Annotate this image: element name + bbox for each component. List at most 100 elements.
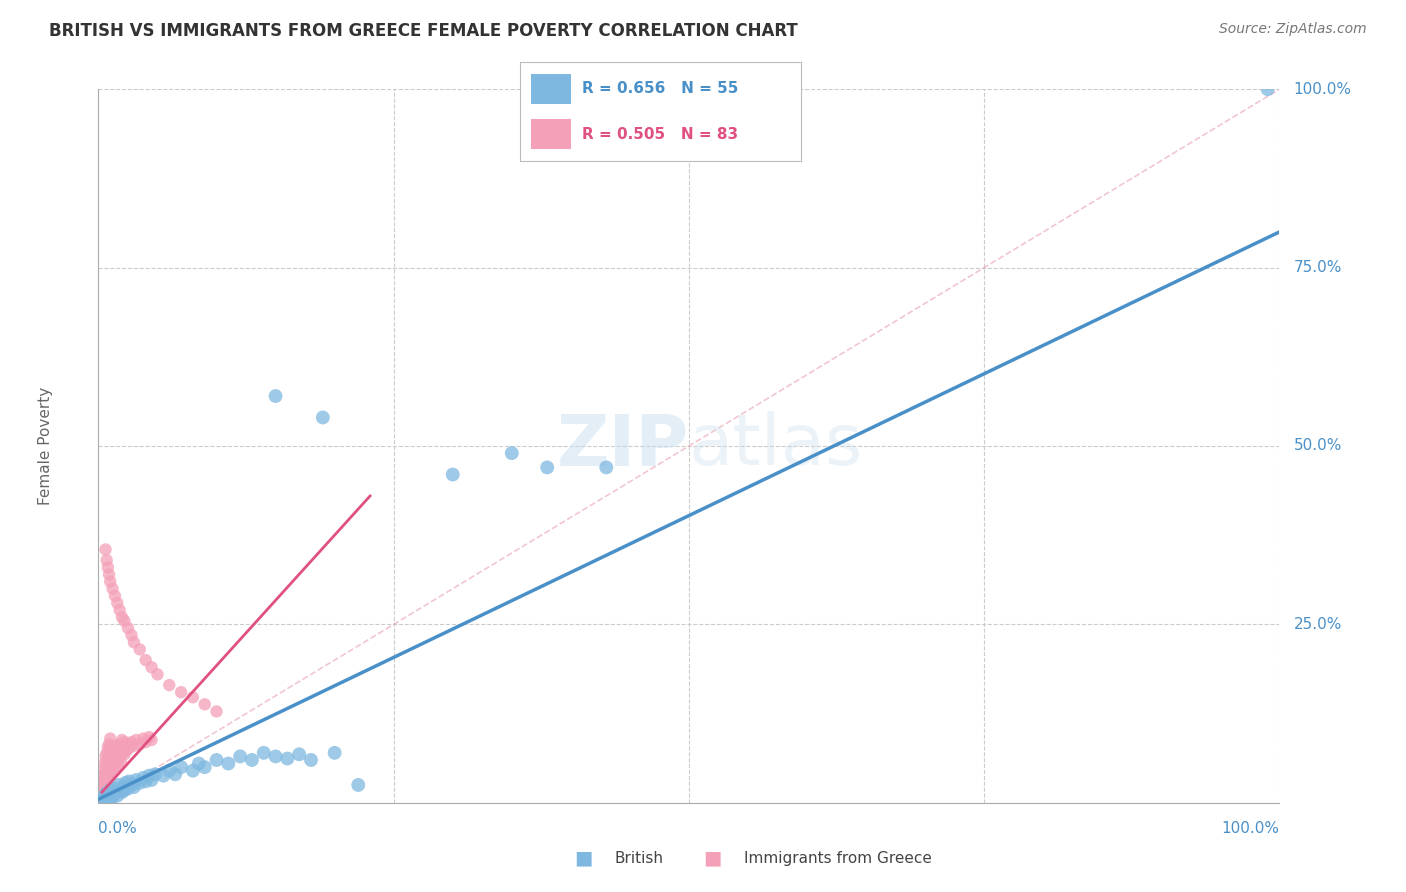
Point <box>97 753 120 767</box>
Text: ZIP: ZIP <box>557 411 689 481</box>
Point <box>111 746 134 760</box>
Point <box>112 742 135 756</box>
Point <box>91 792 114 806</box>
Point <box>101 739 124 753</box>
Point <box>96 746 118 760</box>
Point <box>107 778 129 792</box>
Point <box>98 574 121 589</box>
Point <box>91 776 114 790</box>
Point <box>90 783 112 797</box>
Point <box>501 446 523 460</box>
Point <box>120 740 142 755</box>
Point <box>101 582 124 596</box>
Point <box>101 751 124 765</box>
Point <box>96 756 118 771</box>
Point <box>104 589 127 603</box>
Point <box>114 744 136 758</box>
Point <box>98 731 121 746</box>
Point <box>135 774 157 789</box>
Point <box>103 787 125 801</box>
Point <box>101 765 124 780</box>
Point <box>170 760 193 774</box>
Point <box>229 749 252 764</box>
Point <box>93 765 115 780</box>
Point <box>105 755 128 769</box>
Point <box>93 756 115 771</box>
Point <box>94 762 117 776</box>
Point <box>128 737 150 751</box>
Point <box>181 764 204 778</box>
Point <box>96 771 118 785</box>
Point <box>100 760 122 774</box>
Point <box>111 785 134 799</box>
Point <box>138 769 160 783</box>
Point <box>132 771 155 785</box>
Point <box>93 778 115 792</box>
Point <box>107 740 129 755</box>
Text: 50.0%: 50.0% <box>1294 439 1341 453</box>
Text: 100.0%: 100.0% <box>1294 82 1351 96</box>
Point <box>157 678 180 692</box>
Point <box>112 614 135 628</box>
Point <box>117 781 139 796</box>
Text: 75.0%: 75.0% <box>1294 260 1341 275</box>
Point <box>128 776 150 790</box>
Point <box>98 737 121 751</box>
Point <box>264 389 287 403</box>
Point <box>105 785 128 799</box>
Point <box>165 767 187 781</box>
Point <box>205 705 228 719</box>
Point <box>122 780 145 794</box>
Point <box>98 789 121 803</box>
Point <box>105 596 128 610</box>
Text: 25.0%: 25.0% <box>1294 617 1341 632</box>
Point <box>94 787 117 801</box>
Point <box>94 774 117 789</box>
Point <box>157 764 180 778</box>
Point <box>217 756 239 771</box>
Point <box>143 767 166 781</box>
Point <box>135 735 157 749</box>
Text: 100.0%: 100.0% <box>1222 821 1279 836</box>
Point <box>100 747 122 762</box>
Point <box>117 621 139 635</box>
Text: Source: ZipAtlas.com: Source: ZipAtlas.com <box>1219 22 1367 37</box>
Point <box>104 749 127 764</box>
Point <box>170 685 193 699</box>
Point <box>253 746 276 760</box>
Point <box>104 781 127 796</box>
Point <box>441 467 464 482</box>
Point <box>125 733 148 747</box>
Point <box>108 783 131 797</box>
Point <box>323 746 346 760</box>
Point <box>121 628 143 642</box>
Point <box>93 790 115 805</box>
Point <box>138 730 160 744</box>
Point <box>117 742 139 756</box>
Point <box>97 785 120 799</box>
Point <box>97 560 120 574</box>
Text: Immigrants from Greece: Immigrants from Greece <box>744 851 932 865</box>
Point <box>122 739 145 753</box>
Point <box>112 735 135 749</box>
Point <box>125 772 148 787</box>
Text: atlas: atlas <box>689 411 863 481</box>
Text: Female Poverty: Female Poverty <box>38 387 53 505</box>
Point <box>103 756 125 771</box>
Point <box>194 698 217 712</box>
Point <box>240 753 263 767</box>
Point <box>205 753 228 767</box>
Point <box>121 735 143 749</box>
Point <box>132 731 155 746</box>
Text: British: British <box>614 851 664 865</box>
Point <box>91 771 114 785</box>
Point <box>108 749 131 764</box>
Point <box>112 783 135 797</box>
Point <box>98 755 121 769</box>
Point <box>288 747 311 762</box>
Point <box>276 751 298 765</box>
Point <box>98 742 121 756</box>
Point <box>118 774 141 789</box>
Point <box>91 780 114 794</box>
Point <box>98 769 121 783</box>
